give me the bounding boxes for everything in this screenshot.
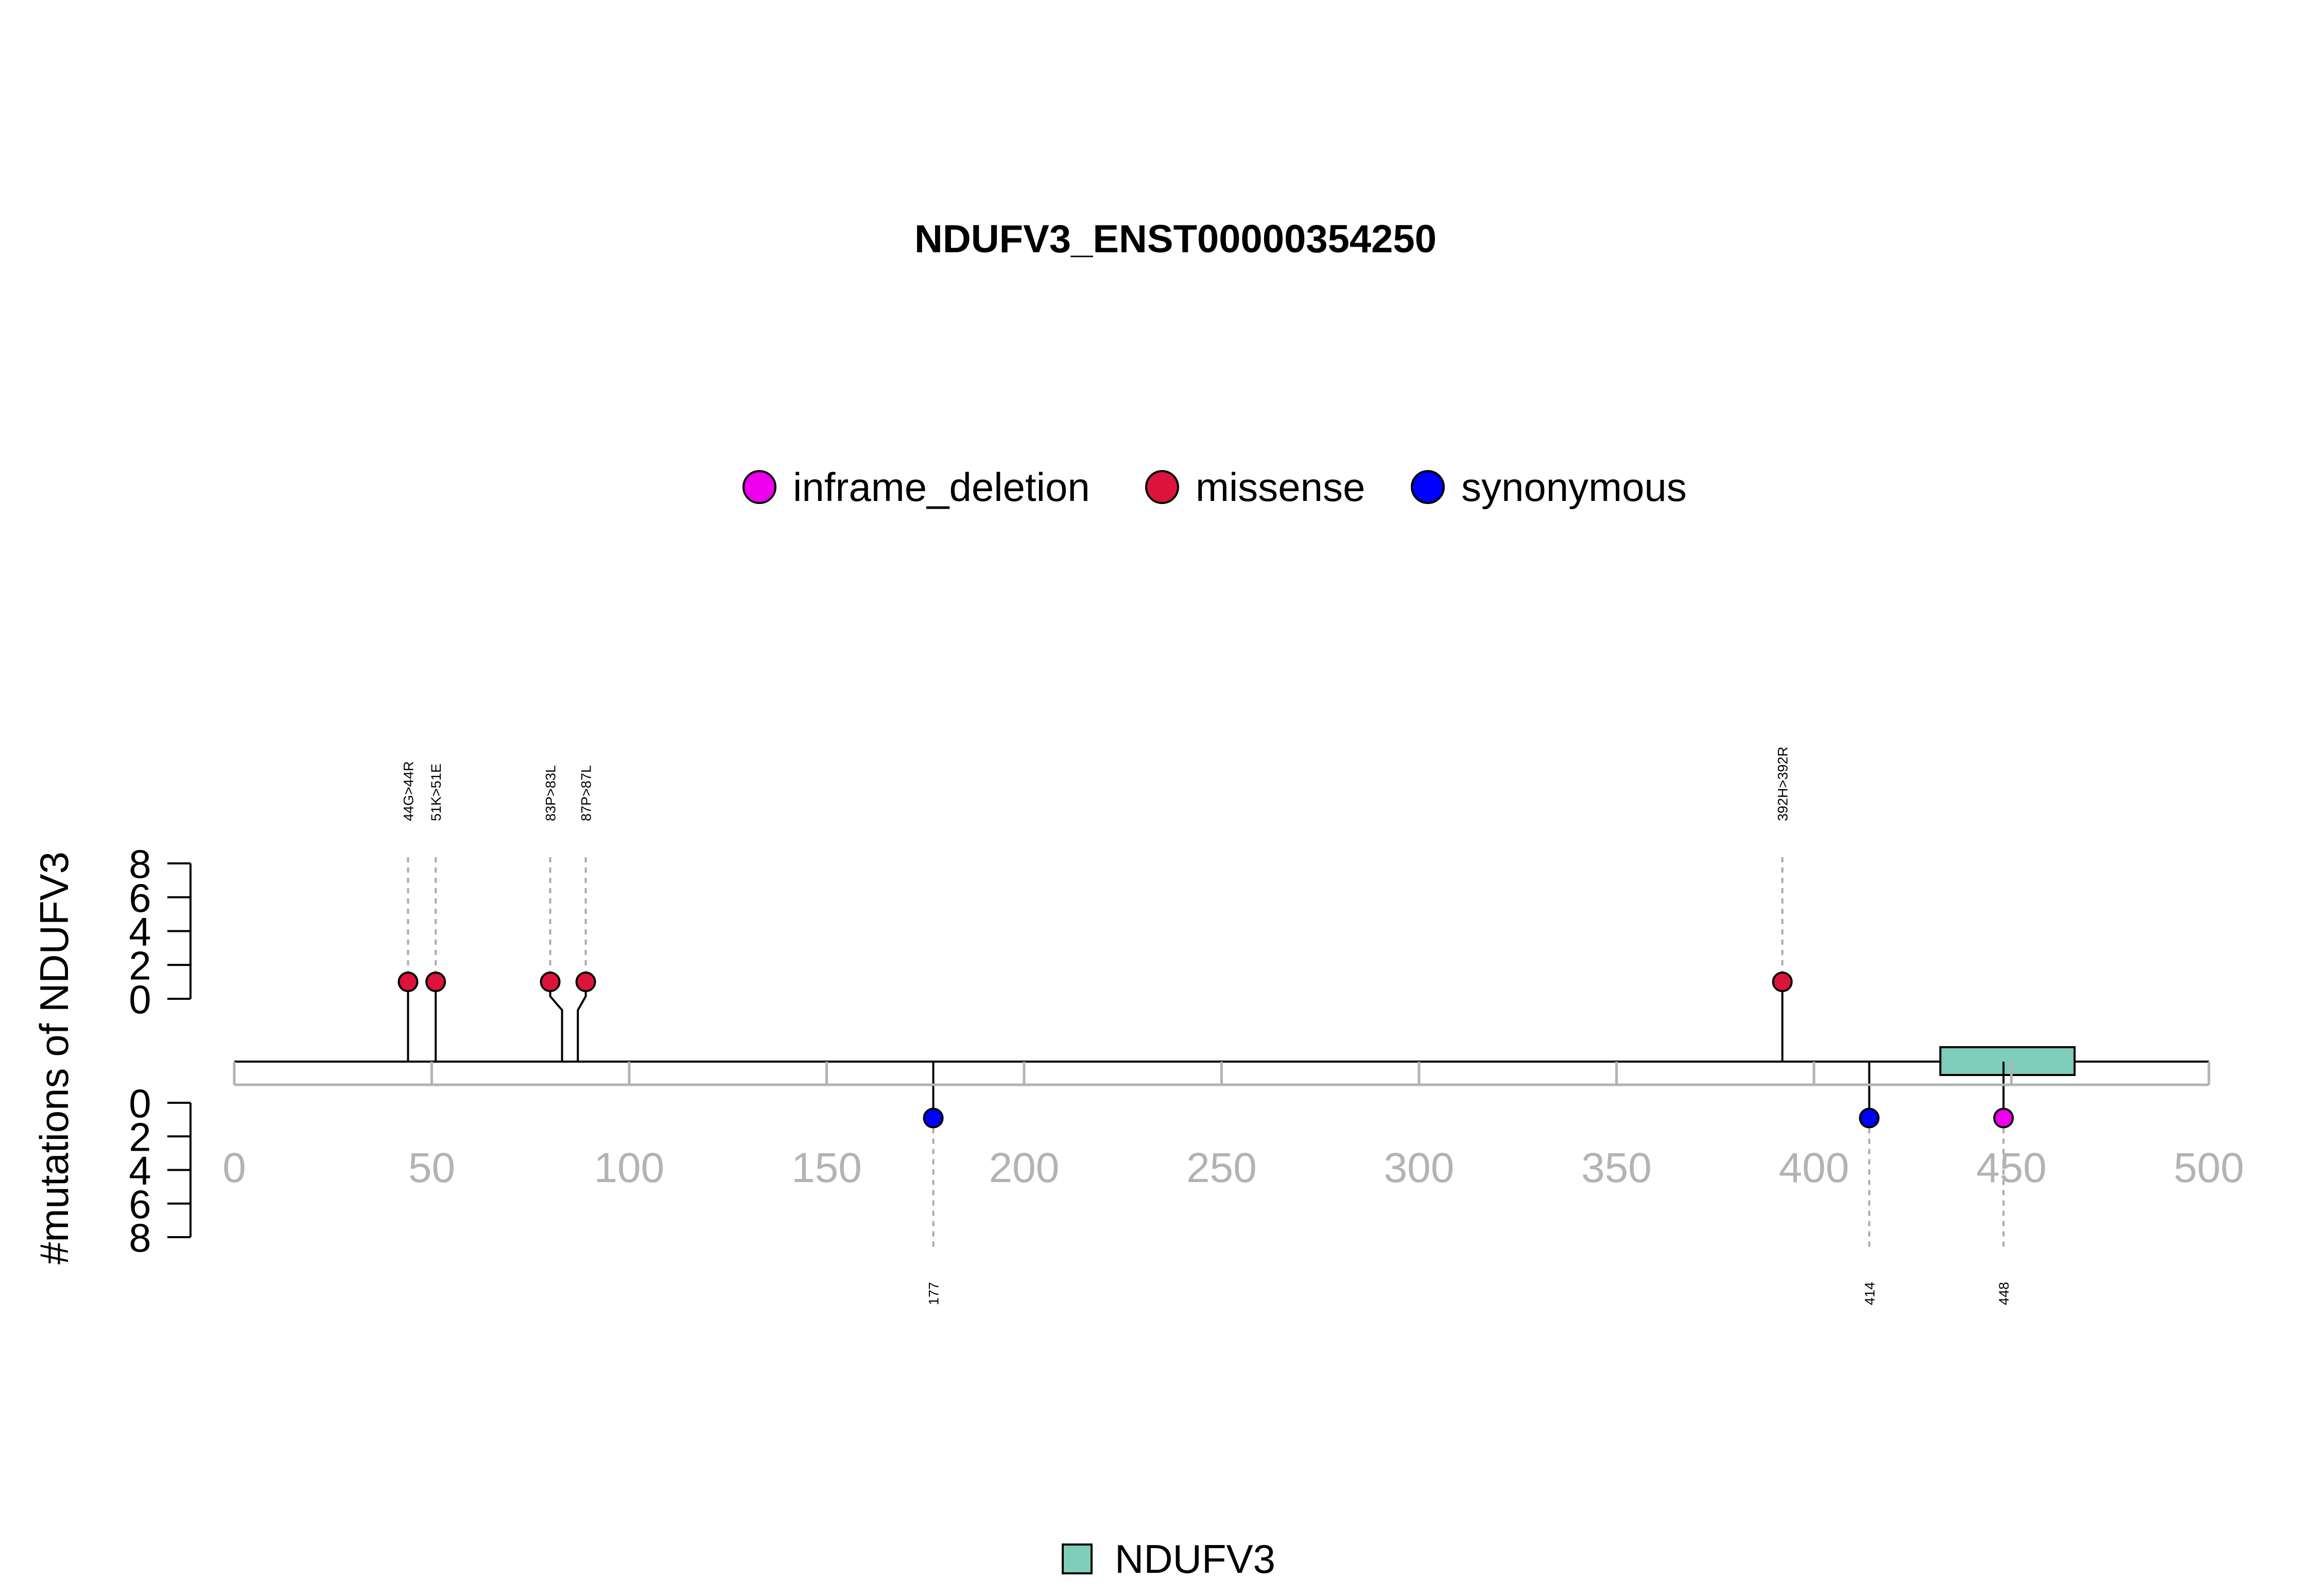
x-tick-label-350: 350 bbox=[1581, 1144, 1652, 1191]
x-tick-label-200: 200 bbox=[989, 1144, 1060, 1191]
mutation-label-44: 44G>44R bbox=[401, 761, 416, 821]
legend-marker-synonymous bbox=[1411, 470, 1445, 504]
mutation-label-51: 51K>51E bbox=[428, 764, 444, 821]
mutation-point-87 bbox=[575, 972, 596, 993]
domain-legend-swatch-NDUFV3 bbox=[1062, 1543, 1093, 1574]
legend-label-synonymous: synonymous bbox=[1461, 464, 1687, 510]
position-label-414: 414 bbox=[1862, 1282, 1877, 1305]
y-top-tick-label-6: 6 bbox=[129, 875, 151, 921]
domain-NDUFV3 bbox=[1939, 1046, 2076, 1076]
lollipop-stems: 44G>44R 51K>51E 83P>83L 87P>87L 392H>392R 177… bbox=[234, 747, 2209, 1305]
y-axis-label: #mutations of NDUFV3 bbox=[31, 852, 77, 1264]
position-label-177: 177 bbox=[926, 1282, 942, 1305]
mutation-label-392: 392H>392R bbox=[1775, 747, 1791, 821]
y-bottom-tick-label-2: 2 bbox=[129, 1114, 151, 1159]
chart-title: NDUFV3_ENST00000354250 bbox=[914, 217, 1437, 261]
mutation-point-414 bbox=[1859, 1107, 1880, 1129]
x-tick-label-450: 450 bbox=[1976, 1144, 2047, 1191]
x-tick-label-250: 250 bbox=[1186, 1144, 1257, 1191]
legend-label-missense: missense bbox=[1196, 464, 1365, 510]
mutation-point-177 bbox=[923, 1107, 944, 1129]
mutation-point-83 bbox=[540, 972, 561, 993]
mutation-type-legend: inframe_deletion missense synonymous bbox=[742, 464, 1687, 510]
x-tick-label-400: 400 bbox=[1779, 1144, 1849, 1191]
y-bottom-tick-label-8: 8 bbox=[129, 1215, 151, 1260]
x-axis: 0 50 100 150 200 250 300 350 400 450 500 bbox=[222, 1062, 2244, 1191]
stem-87 bbox=[577, 982, 587, 1062]
x-tick-label-300: 300 bbox=[1384, 1144, 1455, 1191]
y-bottom-tick-label-6: 6 bbox=[129, 1182, 151, 1227]
x-tick-label-100: 100 bbox=[594, 1144, 665, 1191]
position-label-448: 448 bbox=[1996, 1282, 2012, 1305]
y-top-tick-label-4: 4 bbox=[129, 909, 151, 955]
domain-legend-label-NDUFV3: NDUFV3 bbox=[1115, 1536, 1275, 1582]
mutation-point-392 bbox=[1772, 972, 1793, 993]
x-tick-label-50: 50 bbox=[408, 1144, 455, 1191]
mutation-label-83: 83P>83L bbox=[543, 765, 559, 821]
mutation-point-44 bbox=[397, 972, 419, 993]
legend-label-inframe_deletion: inframe_deletion bbox=[793, 464, 1090, 510]
mutation-label-87: 87P>87L bbox=[579, 765, 594, 821]
y-top-tick-label-2: 2 bbox=[129, 943, 151, 988]
stem-83 bbox=[549, 982, 563, 1062]
x-tick-label-0: 0 bbox=[222, 1144, 246, 1191]
x-tick-label-500: 500 bbox=[2174, 1144, 2244, 1191]
legend-marker-missense bbox=[1145, 470, 1179, 504]
legend-marker-inframe_deletion bbox=[742, 470, 776, 504]
y-bottom-tick-label-4: 4 bbox=[129, 1148, 151, 1193]
y-bottom-tick-label-0: 0 bbox=[129, 1081, 151, 1126]
y-top-tick-label-0: 0 bbox=[129, 977, 151, 1022]
domain-legend: NDUFV3 bbox=[1062, 1536, 1275, 1582]
mutation-point-51 bbox=[425, 972, 446, 993]
y-top-tick-label-8: 8 bbox=[129, 841, 151, 887]
x-tick-label-150: 150 bbox=[791, 1144, 862, 1191]
mutation-point-448 bbox=[1993, 1107, 2014, 1129]
